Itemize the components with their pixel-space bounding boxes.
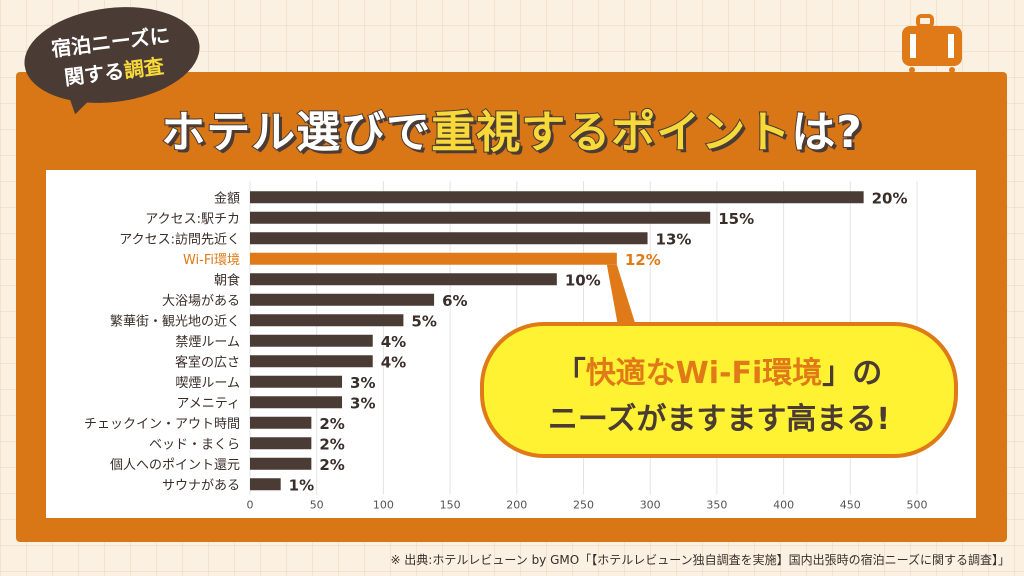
data-label: 20%: [872, 189, 908, 207]
x-tick-label: 200: [506, 499, 527, 512]
x-tick-label: 450: [840, 499, 861, 512]
bar: [250, 416, 312, 429]
bar: [250, 273, 557, 286]
bar: [250, 396, 343, 409]
callout-close: 」の: [822, 356, 883, 391]
callout-line1: 「快適なWi-Fi環境」の: [484, 348, 954, 392]
bar: [250, 211, 711, 224]
callout-line2: ニーズがますます高まる!: [547, 402, 891, 437]
title-part1: ホテル選びで: [160, 106, 432, 159]
x-tick-label: 300: [640, 499, 661, 512]
x-tick-label: 500: [907, 499, 928, 512]
category-label: 繁華街・観光地の近く: [110, 313, 240, 329]
x-tick-label: 50: [310, 499, 324, 512]
source-note: ※ 出典:ホテルレビューン by GMO「【ホテルレビューン独自調査を実施】国内…: [390, 553, 1010, 567]
data-label: 1%: [289, 476, 314, 494]
bar: [250, 355, 373, 368]
page-title: ホテル選びで重視するポイントは?: [0, 96, 1024, 160]
bar: [250, 478, 281, 491]
data-label: 4%: [381, 333, 406, 351]
category-label: アクセス:訪問先近く: [119, 231, 240, 247]
x-tick-label: 350: [706, 499, 727, 512]
category-label: 禁煙ルーム: [175, 335, 240, 350]
callout-highlight: 快適なWi-Fi環境: [585, 356, 823, 391]
suitcase-icon: [902, 14, 962, 73]
badge-line2-text: 関する: [62, 58, 126, 90]
data-label: 6%: [442, 292, 467, 310]
data-label: 2%: [319, 415, 344, 433]
bar: [250, 334, 373, 347]
data-label: 4%: [381, 353, 406, 371]
category-label: 個人へのポイント還元: [110, 458, 240, 473]
title-part2: は?: [790, 106, 863, 159]
badge-line2-highlight: 調査: [122, 53, 166, 83]
category-label: ベッド・まくら: [149, 437, 240, 452]
data-label: 3%: [350, 374, 375, 392]
category-label: Wi-Fi環境: [183, 253, 240, 268]
category-label: アクセス:駅チカ: [145, 212, 240, 227]
data-label: 12%: [625, 251, 661, 269]
category-label: チェックイン・アウト時間: [84, 417, 240, 432]
data-label: 5%: [411, 312, 436, 330]
x-tick-label: 0: [247, 499, 254, 512]
callout-pointer: [606, 264, 636, 326]
callout-open-bracket: 「: [555, 356, 586, 391]
bar: [250, 191, 864, 204]
bar: [250, 437, 312, 450]
title-highlight: 重視するポイント: [430, 106, 792, 159]
data-label: 2%: [319, 456, 344, 474]
bar: [250, 293, 435, 306]
x-tick-label: 400: [773, 499, 794, 512]
x-tick-label: 100: [373, 499, 394, 512]
category-label: 大浴場がある: [162, 294, 240, 309]
bar: [250, 252, 617, 265]
data-label: 2%: [319, 435, 344, 453]
bar: [250, 457, 312, 470]
x-tick-label: 150: [440, 499, 461, 512]
bar: [250, 232, 648, 245]
data-label: 10%: [565, 271, 601, 289]
x-tick-label: 250: [573, 499, 594, 512]
bar: [250, 314, 404, 327]
category-label: サウナがある: [162, 478, 240, 493]
data-label: 15%: [718, 210, 754, 228]
data-label: 3%: [350, 394, 375, 412]
category-label: アメニティ: [176, 396, 240, 411]
category-label: 朝食: [214, 272, 240, 288]
data-label: 13%: [656, 230, 692, 248]
category-label: 金額: [214, 190, 240, 206]
callout-bubble: 「快適なWi-Fi環境」の ニーズがますます高まる!: [480, 322, 958, 458]
category-label: 喫煙ルーム: [175, 376, 240, 391]
category-label: 客室の広さ: [175, 354, 240, 370]
bar: [250, 375, 343, 388]
